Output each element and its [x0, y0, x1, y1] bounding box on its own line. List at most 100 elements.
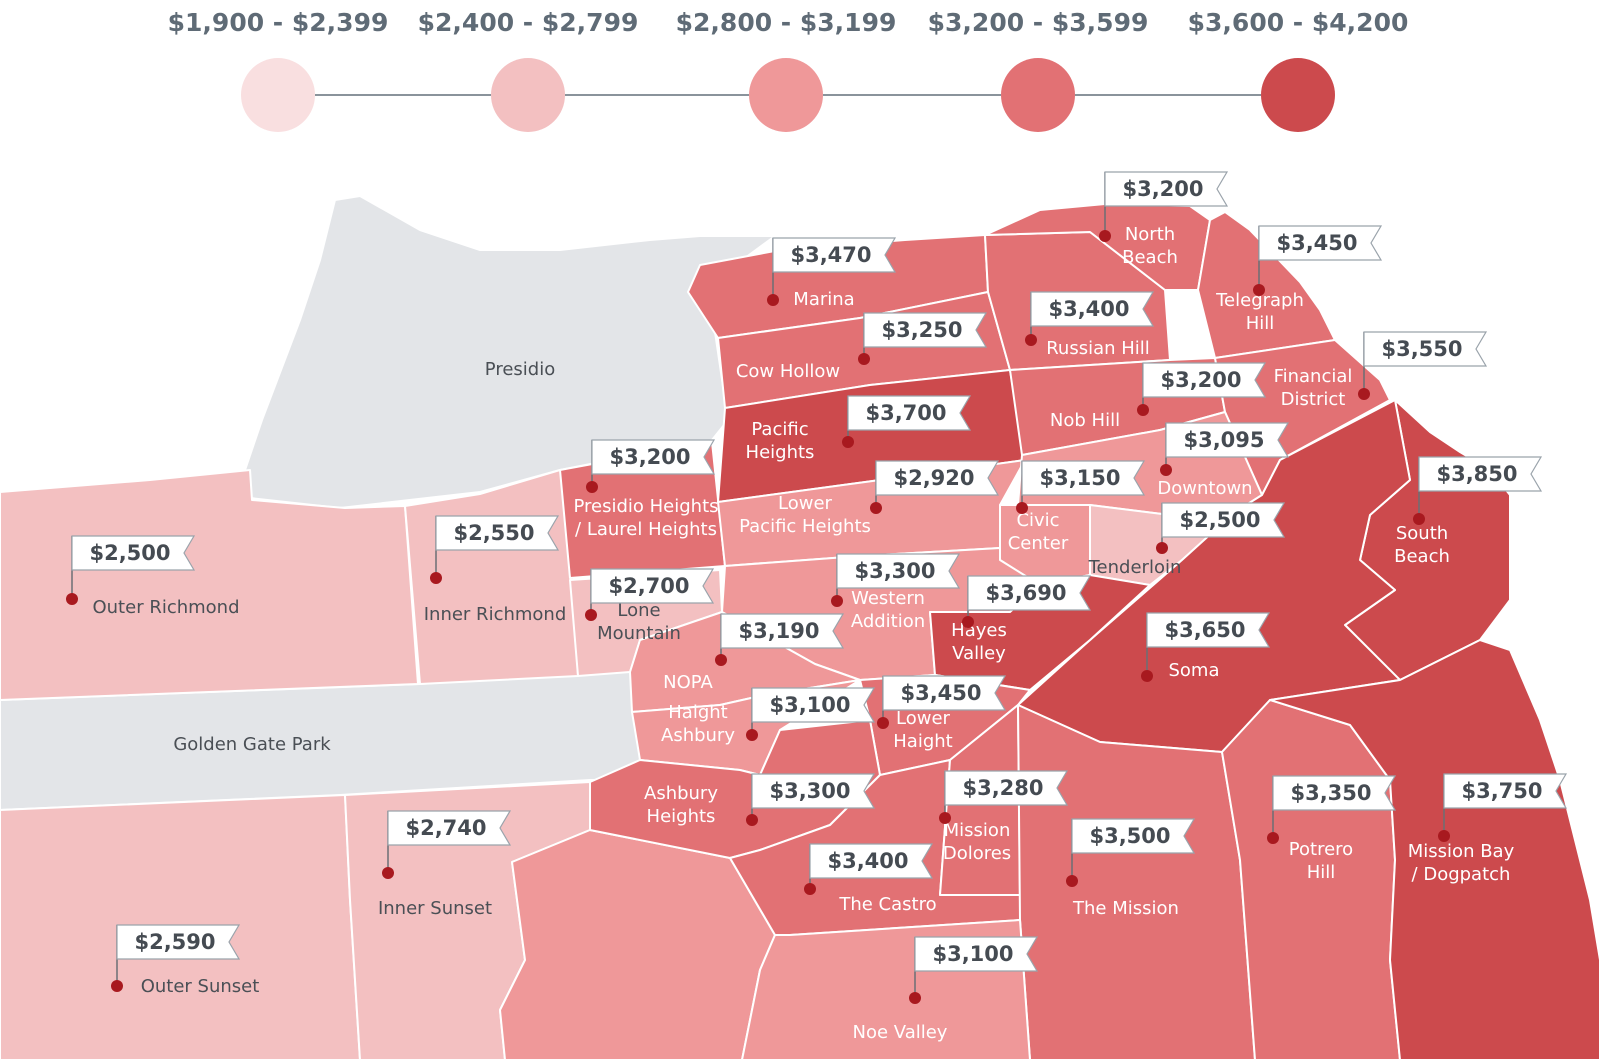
- flag-banner: [1165, 422, 1290, 458]
- flag-price: $3,400: [1048, 297, 1129, 321]
- flag-banner: [1030, 291, 1155, 327]
- flag-price: $3,200: [1122, 177, 1203, 201]
- price-flag-western-addition: $3,300: [831, 553, 961, 607]
- flag-price: $3,550: [1381, 337, 1462, 361]
- location-dot: [939, 812, 951, 824]
- price-flag-pacific-heights: $3,700: [842, 395, 972, 448]
- flag-price: $3,750: [1461, 779, 1542, 803]
- flag-price: $3,350: [1290, 781, 1371, 805]
- location-dot: [858, 353, 870, 365]
- price-flag-presidio-heights: $3,200: [586, 439, 716, 493]
- flag-price: $2,740: [405, 816, 486, 840]
- price-flag-lone-mountain: $2,700: [585, 568, 715, 621]
- region-the-mission: [1017, 704, 1256, 1060]
- flag-price: $3,690: [985, 581, 1066, 605]
- legend-range-label: $2,800 - $3,199: [675, 8, 897, 37]
- neighborhood-label-soma: Soma: [1168, 660, 1219, 681]
- flag-banner: [1418, 456, 1543, 492]
- price-flag-the-mission: $3,500: [1066, 818, 1196, 887]
- location-dot: [1253, 284, 1265, 296]
- flag-price: $3,150: [1039, 466, 1120, 490]
- flag-price: $3,200: [609, 445, 690, 469]
- legend-connector: [565, 94, 749, 96]
- location-dot: [804, 883, 816, 895]
- price-flag-lower-haight: $3,450: [877, 675, 1007, 729]
- location-dot: [1099, 230, 1111, 242]
- neighborhood-label-haight-ashbury: Haight Ashbury: [661, 702, 735, 746]
- location-dot: [1438, 830, 1450, 842]
- neighborhood-label-russian-hill: Russian Hill: [1046, 338, 1150, 359]
- location-dot: [842, 436, 854, 448]
- location-dot: [831, 595, 843, 607]
- flag-price: $3,400: [827, 849, 908, 873]
- legend-range-label: $1,900 - $2,399: [167, 8, 389, 37]
- legend-swatch: [491, 58, 565, 132]
- flag-banner: [1104, 171, 1229, 207]
- flag-banner: [1161, 502, 1286, 538]
- flag-banner: [435, 515, 560, 551]
- flag-price: $2,500: [89, 541, 170, 565]
- neighborhood-label-tenderloin: Tenderloin: [1088, 557, 1182, 578]
- neighborhood-label-inner-sunset: Inner Sunset: [378, 898, 492, 919]
- price-flag-telegraph-hill: $3,450: [1253, 225, 1383, 296]
- location-dot: [1066, 875, 1078, 887]
- neighborhood-label-nopa: NOPA: [663, 672, 713, 693]
- flag-price: $3,850: [1436, 462, 1517, 486]
- price-flag-tenderloin: $2,500: [1156, 502, 1286, 554]
- flag-banner: [1146, 612, 1271, 648]
- price-flag-russian-hill: $3,400: [1025, 291, 1155, 346]
- flag-banner: [116, 924, 241, 960]
- flag-price: $3,650: [1164, 618, 1245, 642]
- flag-price: $3,450: [900, 681, 981, 705]
- price-flag-civic-center: $3,150: [1016, 460, 1146, 514]
- legend-swatch: [749, 58, 823, 132]
- flag-price: $2,700: [608, 574, 689, 598]
- flag-price: $2,500: [1179, 508, 1260, 532]
- flag-price: $3,190: [738, 619, 819, 643]
- price-flag-south-beach: $3,850: [1413, 456, 1543, 525]
- location-dot: [585, 609, 597, 621]
- flag-price: $3,095: [1183, 428, 1264, 452]
- location-dot: [746, 729, 758, 741]
- location-dot: [1160, 464, 1172, 476]
- price-flag-mission-dolores: $3,280: [939, 770, 1069, 824]
- price-flag-financial-district: $3,550: [1358, 331, 1488, 400]
- flag-banner: [863, 312, 988, 348]
- neighborhood-label-lone-mountain: Lone Mountain: [597, 600, 681, 644]
- flag-banner: [720, 613, 845, 649]
- flag-banner: [772, 237, 897, 273]
- legend-range-label: $2,400 - $2,799: [417, 8, 639, 37]
- location-dot: [1156, 542, 1168, 554]
- neighborhood-label-outer-sunset: Outer Sunset: [141, 976, 260, 997]
- neighborhood-label-inner-richmond: Inner Richmond: [424, 604, 567, 625]
- flag-banner: [387, 810, 512, 846]
- flag-banner: [1272, 775, 1397, 811]
- legend-connector: [823, 94, 1001, 96]
- location-dot: [66, 593, 78, 605]
- neighborhood-label-noe-valley: Noe Valley: [853, 1022, 948, 1043]
- location-dot: [767, 294, 779, 306]
- neighborhood-label-lower-haight: Lower Haight: [893, 708, 952, 752]
- neighborhood-label-south-beach: South Beach: [1394, 523, 1450, 567]
- flag-banner: [809, 843, 934, 879]
- neighborhood-label-presidio-heights: Presidio Heights / Laurel Heights: [573, 496, 718, 540]
- location-dot: [962, 616, 974, 628]
- price-flag-outer-sunset: $2,590: [111, 924, 241, 992]
- legend-connector: [315, 94, 491, 96]
- flag-price: $3,300: [769, 779, 850, 803]
- price-flag-potrero-hill: $3,350: [1267, 775, 1397, 844]
- legend-swatch: [241, 58, 315, 132]
- flag-banner: [1443, 773, 1568, 809]
- neighborhood-label-financial-district: Financial District: [1274, 366, 1353, 410]
- flag-price: $3,250: [881, 318, 962, 342]
- flag-banner: [1021, 460, 1146, 496]
- price-flag-ashbury-heights: $3,300: [746, 773, 876, 826]
- flag-banner: [875, 460, 1000, 496]
- flag-price: $3,100: [769, 693, 850, 717]
- price-flag-lower-pacific-heights: $2,920: [870, 460, 1000, 514]
- price-flag-marina: $3,470: [767, 237, 897, 306]
- flag-banner: [914, 936, 1039, 972]
- neighborhood-label-mission-dolores: Mission Dolores: [943, 820, 1011, 864]
- neighborhood-label-pacific-heights: Pacific Heights: [746, 419, 815, 463]
- flag-price: $3,700: [865, 401, 946, 425]
